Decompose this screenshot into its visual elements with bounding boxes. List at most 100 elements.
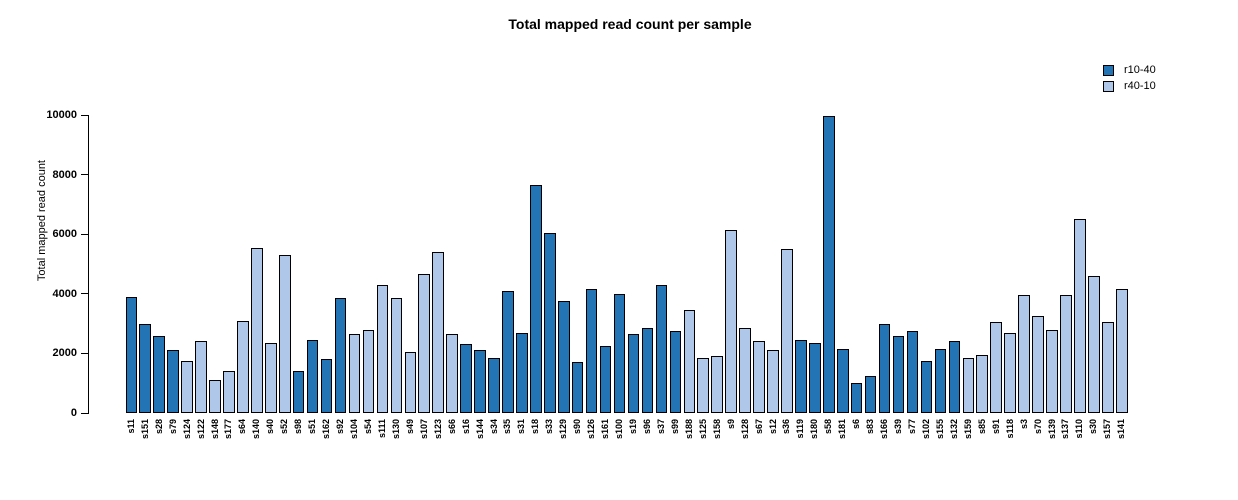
x-axis-label-s79: s79 [167, 419, 178, 435]
x-axis-label-s157: s157 [1102, 419, 1113, 440]
x-axis-label-s124: s124 [181, 419, 192, 440]
bar-s126 [585, 289, 598, 413]
bar-s141 [1115, 289, 1128, 413]
bar-s79 [167, 350, 179, 413]
x-axis-label-s35: s35 [502, 419, 513, 435]
x-axis-label-s33: s33 [544, 419, 555, 435]
x-axis-label-s19: s19 [628, 419, 638, 435]
y-axis-tick-label: 10000 [46, 109, 77, 121]
bar-s162 [320, 359, 333, 413]
y-axis-tick [81, 412, 88, 414]
bar-s67 [753, 341, 765, 413]
bar-s166 [878, 323, 891, 413]
bar-s181 [836, 348, 849, 413]
bar-s118 [1004, 332, 1016, 413]
chart-title: Total mapped read count per sample [508, 16, 752, 32]
legend-item: r10-40 [1103, 62, 1156, 78]
x-axis-label-s102: s102 [920, 419, 931, 440]
bar-s35 [502, 290, 514, 413]
y-axis-tick [81, 233, 88, 235]
bar-s54 [362, 329, 375, 413]
y-axis-tick-label: 2000 [52, 347, 77, 360]
bar-s66 [446, 334, 458, 413]
x-axis-label-s129: s129 [558, 419, 569, 440]
bar-s52 [278, 255, 291, 413]
x-axis-label-s64: s64 [237, 419, 248, 435]
bar-s129 [557, 301, 570, 413]
bar-s6 [850, 383, 863, 413]
y-axis-tick [81, 293, 88, 295]
bar-s144 [474, 350, 486, 413]
x-axis-label-s126: s126 [586, 419, 597, 440]
legend-swatch [1103, 64, 1114, 76]
x-axis-label-s128: s128 [739, 419, 750, 440]
bar-s36 [781, 249, 793, 413]
bar-s107 [418, 274, 431, 413]
bar-s125 [697, 357, 710, 413]
bar-s51 [306, 339, 319, 413]
x-axis-label-s77: s77 [907, 419, 917, 435]
bar-s158 [711, 356, 723, 413]
bar-s110 [1074, 219, 1086, 413]
legend: r10-40 r40-10 [1103, 62, 1156, 94]
bar-s122 [195, 341, 207, 413]
x-axis-label-s130: s130 [390, 419, 401, 440]
x-axis-label-s83: s83 [865, 419, 876, 435]
y-axis-tick [81, 352, 88, 354]
x-axis-label-s6: s6 [851, 419, 862, 430]
bar-s11 [125, 296, 138, 413]
x-axis-label-s110: s110 [1074, 419, 1085, 439]
x-axis-label-s158: s158 [711, 419, 722, 440]
x-axis-label-s118: s118 [1004, 419, 1015, 439]
bar-s31 [516, 332, 528, 413]
bar-s19 [627, 334, 640, 413]
bar-s40 [265, 342, 277, 413]
x-axis-label-s159: s159 [962, 419, 973, 440]
x-axis-label-s31: s31 [516, 419, 527, 435]
bar-s83 [864, 375, 877, 413]
x-axis-label-s34: s34 [488, 419, 499, 435]
bar-s9 [725, 229, 737, 413]
bar-s180 [809, 342, 821, 413]
bar-s111 [376, 284, 389, 413]
x-axis-label-s177: s177 [223, 419, 234, 440]
bar-s30 [1088, 275, 1100, 413]
y-axis-tick-label: 6000 [52, 228, 77, 241]
y-axis-line [88, 114, 89, 414]
bar-s188 [683, 310, 696, 413]
x-axis-label-s54: s54 [362, 419, 373, 435]
x-axis-label-s132: s132 [948, 419, 959, 440]
x-axis-label-s104: s104 [349, 419, 359, 440]
x-axis-label-s107: s107 [418, 419, 429, 440]
x-axis-label-s39: s39 [893, 419, 904, 435]
x-axis-label-s52: s52 [279, 419, 290, 435]
x-axis-label-s66: s66 [446, 419, 457, 435]
x-axis-label-s37: s37 [655, 419, 666, 435]
x-axis-label-s166: s166 [879, 419, 890, 440]
x-axis-label-s162: s162 [321, 419, 332, 440]
bar-s33 [544, 232, 556, 413]
bar-s139 [1046, 329, 1058, 413]
x-axis-label-s49: s49 [404, 419, 415, 435]
legend-swatch [1103, 80, 1114, 92]
bar-s70 [1032, 316, 1044, 413]
legend-item: r40-10 [1103, 78, 1156, 94]
x-axis-label-s98: s98 [293, 419, 304, 435]
bar-s64 [237, 320, 249, 413]
x-axis-label-s96: s96 [641, 419, 652, 435]
x-axis-label-s188: s188 [683, 419, 694, 440]
bar-s104 [348, 334, 361, 413]
x-axis-label-s111: s111 [376, 419, 387, 439]
y-axis-tick-label: 4000 [52, 287, 77, 300]
bar-s98 [292, 371, 305, 413]
x-axis-label-s100: s100 [614, 419, 625, 440]
bar-s39 [892, 335, 905, 413]
x-axis-label-s122: s122 [195, 419, 206, 440]
bar-s85 [976, 354, 989, 413]
bar-s132 [948, 341, 961, 413]
bar-s92 [334, 298, 347, 413]
x-axis-label-s125: s125 [697, 419, 708, 440]
bar-s49 [404, 351, 417, 413]
bar-s137 [1060, 295, 1072, 413]
bar-s34 [488, 357, 500, 413]
